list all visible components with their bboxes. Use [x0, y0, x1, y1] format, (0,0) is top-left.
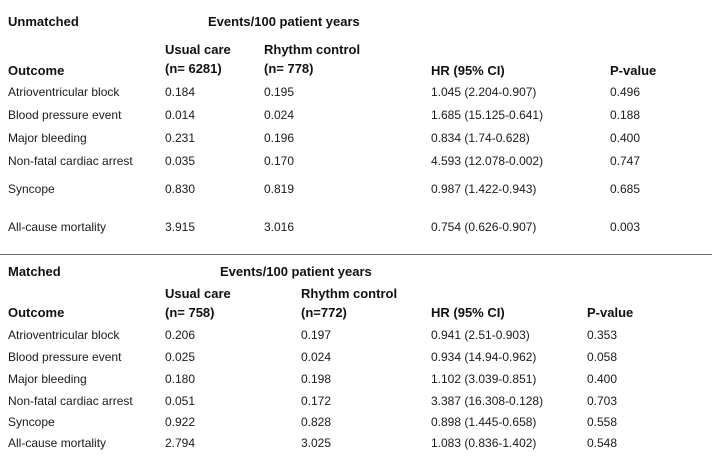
- cell-usual: 0.231: [165, 131, 196, 145]
- matched-section-label: Matched: [8, 264, 61, 279]
- cell-hr: 0.898 (1.445-0.658): [431, 415, 537, 429]
- cell-p: 0.400: [610, 131, 641, 145]
- cell-p: 0.496: [610, 85, 641, 99]
- cell-p: 0.703: [587, 394, 618, 408]
- cell-p: 0.058: [587, 350, 618, 364]
- unmatched-events-header: Events/100 patient years: [208, 14, 360, 29]
- unmatched-section-label: Unmatched: [8, 14, 79, 29]
- cell-rhythm: 0.024: [301, 350, 332, 364]
- cell-rhythm: 0.172: [301, 394, 332, 408]
- cell-usual: 2.794: [165, 436, 196, 450]
- cell-usual: 3.915: [165, 220, 196, 234]
- cell-hr: 4.593 (12.078-0.002): [431, 154, 544, 168]
- cell-p: 0.548: [587, 436, 618, 450]
- cell-outcome: Blood pressure event: [8, 350, 122, 364]
- cell-outcome: Blood pressure event: [8, 108, 122, 122]
- cell-outcome: Major bleeding: [8, 131, 87, 145]
- unmatched-usual-care-header: Usual care: [165, 42, 231, 57]
- cell-p: 0.685: [610, 182, 641, 196]
- cell-p: 0.353: [587, 328, 618, 342]
- cell-hr: 0.941 (2.51-0.903): [431, 328, 530, 342]
- cell-outcome: Non-fatal cardiac arrest: [8, 394, 133, 408]
- unmatched-p-value-header: P-value: [610, 63, 657, 78]
- cell-rhythm: 0.198: [301, 372, 332, 386]
- section-divider: [0, 254, 712, 255]
- cell-hr: 0.834 (1.74-0.628): [431, 131, 530, 145]
- cell-rhythm: 3.016: [264, 220, 295, 234]
- matched-hr-header: HR (95% CI): [431, 305, 505, 320]
- cell-hr: 0.754 (0.626-0.907): [431, 220, 537, 234]
- cell-hr: 1.045 (2.204-0.907): [431, 85, 537, 99]
- cell-hr: 1.083 (0.836-1.402): [431, 436, 537, 450]
- cell-usual: 0.830: [165, 182, 196, 196]
- cell-p: 0.188: [610, 108, 641, 122]
- matched-usual-care-n: (n= 758): [165, 305, 215, 320]
- cell-hr: 0.934 (14.94-0.962): [431, 350, 537, 364]
- cell-rhythm: 0.024: [264, 108, 295, 122]
- cell-outcome: All-cause mortality: [8, 436, 107, 450]
- cell-outcome: All-cause mortality: [8, 220, 107, 234]
- cell-usual: 0.051: [165, 394, 196, 408]
- cell-rhythm: 0.197: [301, 328, 332, 342]
- cell-p: 0.558: [587, 415, 618, 429]
- cell-rhythm: 0.170: [264, 154, 295, 168]
- cell-hr: 1.685 (15.125-0.641): [431, 108, 544, 122]
- matched-usual-care-header: Usual care: [165, 286, 231, 301]
- cell-hr: 0.987 (1.422-0.943): [431, 182, 537, 196]
- unmatched-outcome-header: Outcome: [8, 63, 65, 78]
- cell-outcome: Atrioventricular block: [8, 85, 120, 99]
- cell-rhythm: 0.195: [264, 85, 295, 99]
- cell-outcome: Atrioventricular block: [8, 328, 120, 342]
- cell-usual: 0.035: [165, 154, 196, 168]
- matched-rhythm-control-n: (n=772): [301, 305, 347, 320]
- cell-usual: 0.206: [165, 328, 196, 342]
- cell-p: 0.400: [587, 372, 618, 386]
- cell-outcome: Syncope: [8, 415, 55, 429]
- matched-p-value-header: P-value: [587, 305, 634, 320]
- matched-events-header: Events/100 patient years: [220, 264, 372, 279]
- unmatched-usual-care-n: (n= 6281): [165, 61, 222, 76]
- cell-rhythm: 0.196: [264, 131, 295, 145]
- cell-usual: 0.025: [165, 350, 196, 364]
- cell-usual: 0.180: [165, 372, 196, 386]
- cell-hr: 3.387 (16.308-0.128): [431, 394, 544, 408]
- cell-p: 0.747: [610, 154, 641, 168]
- cell-rhythm: 0.828: [301, 415, 332, 429]
- unmatched-rhythm-control-header: Rhythm control: [264, 42, 361, 57]
- cell-outcome: Non-fatal cardiac arrest: [8, 154, 133, 168]
- cell-rhythm: 0.819: [264, 182, 295, 196]
- cell-rhythm: 3.025: [301, 436, 332, 450]
- cell-outcome: Major bleeding: [8, 372, 87, 386]
- matched-rhythm-control-header: Rhythm control: [301, 286, 398, 301]
- cell-usual: 0.014: [165, 108, 196, 122]
- cell-outcome: Syncope: [8, 182, 55, 196]
- unmatched-rhythm-control-n: (n= 778): [264, 61, 314, 76]
- cell-p: 0.003: [610, 220, 641, 234]
- cell-usual: 0.184: [165, 85, 196, 99]
- cell-hr: 1.102 (3.039-0.851): [431, 372, 537, 386]
- matched-outcome-header: Outcome: [8, 305, 65, 320]
- unmatched-hr-header: HR (95% CI): [431, 63, 505, 78]
- cell-usual: 0.922: [165, 415, 196, 429]
